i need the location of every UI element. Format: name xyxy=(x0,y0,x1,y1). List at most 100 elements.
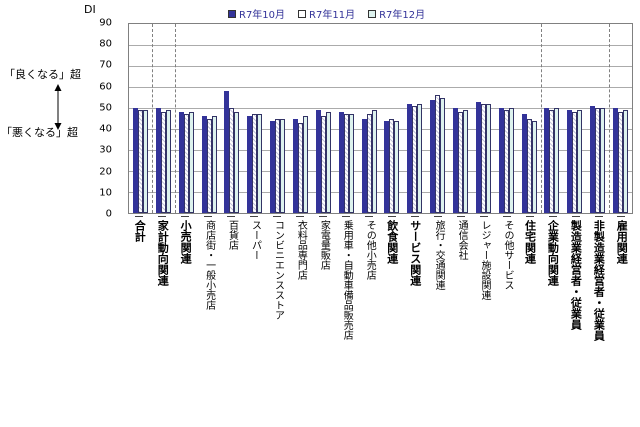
x-axis-category: 衣料品専門店 xyxy=(289,214,312,426)
annotation-worse: 「悪くなる」超 xyxy=(1,126,78,139)
bar xyxy=(623,110,629,213)
annotation-better: 「良くなる」超 xyxy=(4,68,81,81)
group-separator-line xyxy=(151,24,153,213)
bar xyxy=(503,110,509,213)
bar-group xyxy=(449,24,472,213)
x-axis-category-label: 家計動向関連 xyxy=(156,220,170,286)
y-axis-tick-label: 40 xyxy=(99,123,112,135)
bar xyxy=(590,105,596,213)
x-axis-category: レジャー施設関連 xyxy=(472,214,495,426)
x-axis-category-label: 通信会社 xyxy=(456,220,468,260)
x-axis-category-label: 乗用車・自動車備品販売店 xyxy=(341,220,353,340)
bar xyxy=(577,110,583,213)
x-axis-category: 飲食関連 xyxy=(380,214,403,426)
bar-group xyxy=(541,24,564,213)
x-axis-category: その他小売店 xyxy=(358,214,381,426)
x-axis-tick-mark xyxy=(158,216,167,217)
bar xyxy=(178,112,184,213)
legend-label: R7年12月 xyxy=(379,10,426,21)
x-axis-category: 住宅関連 xyxy=(518,214,541,426)
y-axis: 0 10 20 30 40 50 60 70 80 90 xyxy=(0,18,112,220)
x-axis-category-label: 雇用関連 xyxy=(615,220,629,264)
bar xyxy=(183,114,189,213)
x-axis-tick-mark xyxy=(319,216,328,217)
bar xyxy=(338,112,344,213)
bar xyxy=(292,118,298,213)
bar xyxy=(188,112,194,213)
bar xyxy=(567,110,573,213)
y-axis-tick-label: 90 xyxy=(99,17,112,29)
x-axis-tick-mark xyxy=(571,216,580,217)
bar xyxy=(137,110,143,213)
x-axis-category: 乗用車・自動車備品販売店 xyxy=(335,214,358,426)
x-axis-category: 家電量販店 xyxy=(312,214,335,426)
bar-group xyxy=(198,24,221,213)
bar xyxy=(544,108,550,213)
y-axis-tick-label: 20 xyxy=(99,166,112,178)
bar xyxy=(498,108,504,213)
bar-group xyxy=(289,24,312,213)
bar-group xyxy=(472,24,495,213)
bar xyxy=(361,118,367,213)
gridline xyxy=(129,87,632,88)
bar-group xyxy=(335,24,358,213)
y-axis-title: DI xyxy=(84,3,96,16)
bar-group xyxy=(175,24,198,213)
x-axis-tick-mark xyxy=(296,216,305,217)
y-axis-tick-label: 0 xyxy=(105,208,112,220)
bar xyxy=(554,108,560,213)
x-axis-tick-mark xyxy=(433,216,442,217)
x-axis-tick-mark xyxy=(227,216,236,217)
bar xyxy=(407,103,413,213)
bar xyxy=(595,108,601,213)
bar xyxy=(252,114,258,213)
bar-group xyxy=(152,24,175,213)
gridline xyxy=(129,108,632,109)
bar-group xyxy=(129,24,152,213)
bar xyxy=(160,112,166,213)
bar-group xyxy=(426,24,449,213)
legend-label: R7年10月 xyxy=(239,10,286,21)
x-axis-category-label: 合計 xyxy=(133,220,147,242)
bar xyxy=(348,114,354,213)
y-axis-tick-label: 70 xyxy=(99,59,112,71)
bar xyxy=(613,108,619,213)
bar xyxy=(475,101,481,213)
plot-area xyxy=(128,23,633,214)
gridline xyxy=(129,45,632,46)
x-axis-category-label: 衣料品専門店 xyxy=(295,220,307,280)
x-axis-tick-mark xyxy=(456,216,465,217)
x-axis-category: スーパー xyxy=(243,214,266,426)
x-axis-category-label: その他サービス xyxy=(501,220,513,290)
bar xyxy=(155,108,161,213)
bar xyxy=(142,110,148,213)
bar xyxy=(435,95,441,213)
x-axis-category-label: 家電量販店 xyxy=(318,220,330,270)
x-axis-tick-mark xyxy=(502,216,511,217)
bar xyxy=(389,118,395,213)
x-axis-category-label: サービス関連 xyxy=(408,220,422,286)
x-axis-category-label: 飲食関連 xyxy=(385,220,399,264)
bar xyxy=(224,91,230,213)
x-axis-category: その他サービス xyxy=(495,214,518,426)
x-axis-category-label: 小売関連 xyxy=(179,220,193,264)
up-down-arrow-icon xyxy=(52,84,64,134)
x-axis-category-label: 企業動向関連 xyxy=(546,220,560,286)
bar xyxy=(275,118,281,213)
bar xyxy=(366,114,372,213)
bar xyxy=(315,110,321,213)
bar xyxy=(526,118,532,213)
x-axis-category: 合計 xyxy=(128,214,151,426)
x-axis-tick-mark xyxy=(250,216,259,217)
x-axis-tick-mark xyxy=(410,216,419,217)
y-axis-tick-label: 50 xyxy=(99,102,112,114)
x-axis-category: コンビニエンスストア xyxy=(266,214,289,426)
bar xyxy=(417,103,423,213)
bar xyxy=(521,114,527,213)
y-axis-tick-label: 80 xyxy=(99,38,112,50)
bar xyxy=(320,116,326,213)
x-axis-category: 雇用関連 xyxy=(610,214,633,426)
x-axis-category: 商店街・一般小売店 xyxy=(197,214,220,426)
x-axis-category: 製造業経営者・従業員 xyxy=(564,214,587,426)
x-axis-category-label: その他小売店 xyxy=(364,220,376,280)
